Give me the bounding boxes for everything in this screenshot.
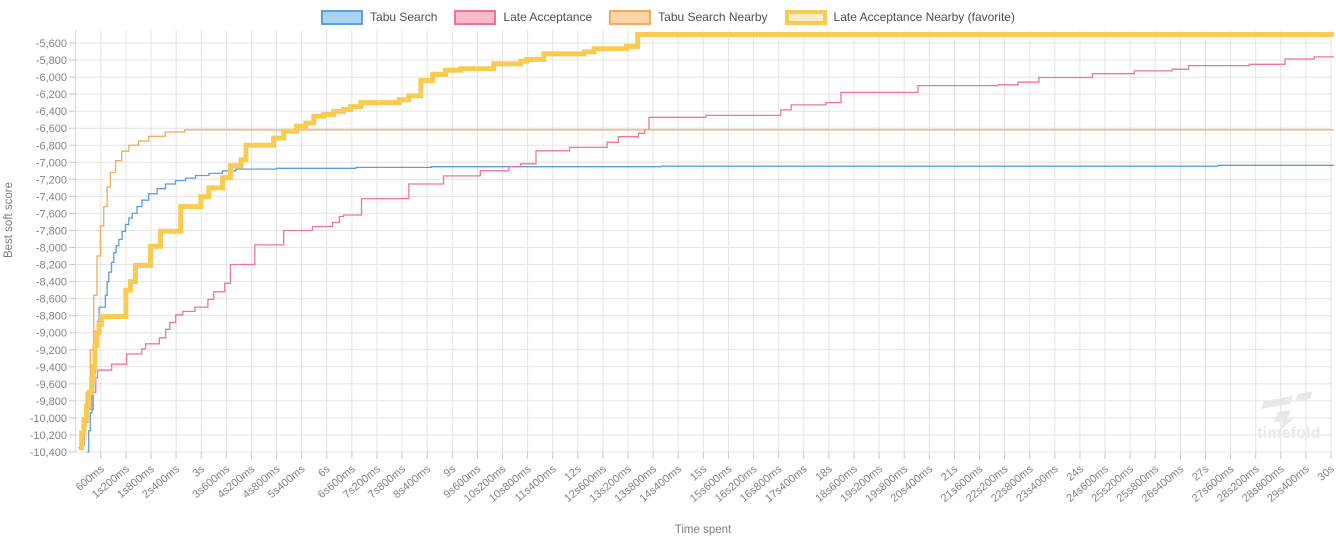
legend-label: Tabu Search Nearby	[658, 10, 768, 24]
legend-swatch	[609, 9, 652, 25]
series-line-tabu-search-nearby	[78, 129, 1334, 449]
timefold-logo-stem	[1274, 410, 1294, 432]
timefold-watermark: timefold	[1257, 391, 1320, 442]
legend-item-late-acceptance-nearby-favorite: Late Acceptance Nearby (favorite)	[784, 9, 1015, 25]
series-line-late-acceptance-nearby-favorite	[79, 32, 1334, 451]
x-tick-label: 3s	[191, 463, 208, 480]
y-tick-label: -7,600	[36, 208, 67, 220]
y-tick-label: -9,400	[36, 362, 67, 374]
y-axis-title: Best soft score	[3, 182, 15, 258]
x-tick-label: 30s	[1316, 463, 1336, 484]
legend-label: Late Acceptance Nearby (favorite)	[833, 10, 1015, 24]
legend-swatch	[321, 9, 364, 25]
y-tick-label: -9,600	[36, 379, 67, 391]
series-lines	[78, 32, 1334, 453]
y-tick-label: -6,000	[36, 72, 67, 84]
y-tick-label: -8,200	[36, 260, 67, 272]
y-tick-label: -5,600	[36, 38, 67, 50]
legend-label: Tabu Search	[370, 10, 438, 24]
y-tick-label: -7,800	[36, 225, 67, 237]
chart-legend: Tabu Search Late Acceptance Tabu Search Ne…	[0, 6, 1336, 28]
legend-swatch	[784, 9, 827, 25]
timefold-logo-bar-right	[1295, 391, 1313, 402]
legend-item-late-acceptance: Late Acceptance	[454, 9, 593, 25]
series-line-late-acceptance	[81, 56, 1334, 446]
y-tick-label: -9,200	[36, 345, 67, 357]
y-tick-label: -10,200	[30, 430, 67, 442]
y-tick-label: -8,600	[36, 294, 67, 306]
x-tick-label: 6s	[316, 463, 333, 480]
watermark-text: timefold	[1257, 425, 1320, 442]
x-tick-label: 9s	[442, 463, 459, 480]
legend-item-tabu-search-nearby: Tabu Search Nearby	[609, 9, 768, 25]
axis-ticks: -5,600 -5,800 -6,000 -6,200 -6,400 -6,600 -6,8…	[30, 38, 1336, 505]
series-line-tabu-search	[87, 164, 1334, 453]
legend-swatch	[454, 9, 497, 25]
y-tick-label: -9,000	[36, 328, 67, 340]
timefold-logo-bar-left	[1261, 396, 1293, 409]
y-tick-label: -7,400	[36, 191, 67, 203]
y-tick-label: -10,400	[30, 447, 67, 459]
y-tick-label: -7,000	[36, 157, 67, 169]
y-tick-label: -7,200	[36, 174, 67, 186]
y-tick-label: -6,400	[36, 106, 67, 118]
y-tick-label: -9,800	[36, 396, 67, 408]
y-tick-label: -6,800	[36, 140, 67, 152]
legend-item-tabu-search: Tabu Search	[321, 9, 438, 25]
y-tick-label: -5,800	[36, 55, 67, 67]
x-axis-title: Time spent	[675, 524, 732, 536]
y-tick-label: -10,000	[30, 413, 67, 425]
y-tick-label: -8,400	[36, 277, 67, 289]
grid-lines	[75, 30, 1332, 453]
y-tick-label: -8,000	[36, 243, 67, 255]
y-tick-label: -6,200	[36, 89, 67, 101]
legend-label: Late Acceptance	[503, 10, 593, 24]
y-tick-label: -8,800	[36, 311, 67, 323]
y-tick-label: -6,600	[36, 123, 67, 135]
